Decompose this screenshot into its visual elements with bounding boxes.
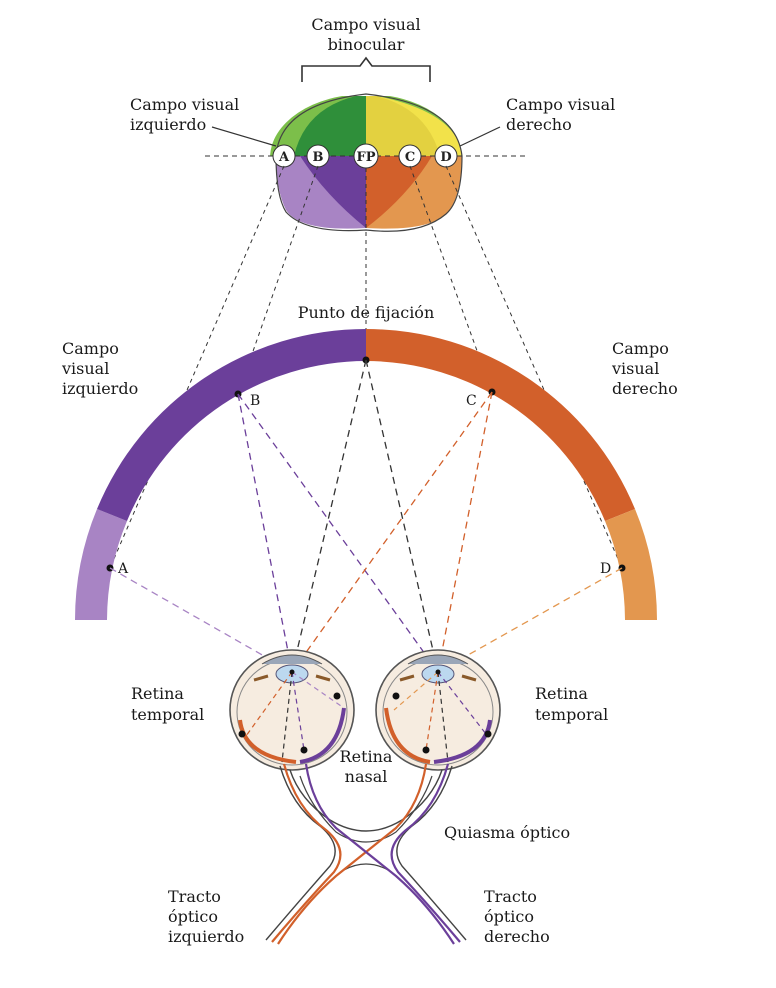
nasal-retina-label-2: nasal bbox=[345, 767, 388, 786]
right-tract-label-2: óptico bbox=[484, 907, 534, 926]
nasal-retina-label-1: Retina bbox=[340, 747, 393, 766]
top-right-field-label-2: derecho bbox=[506, 115, 572, 134]
visual-field-map: A B FP C D bbox=[205, 56, 528, 232]
right-field-label-1: Campo bbox=[612, 339, 669, 358]
binocular-label-1: Campo visual bbox=[311, 15, 420, 34]
left-tract-label-2: óptico bbox=[168, 907, 218, 926]
point-D-marker: D bbox=[434, 144, 458, 168]
svg-text:C: C bbox=[466, 393, 477, 409]
point-A-marker: A bbox=[272, 144, 296, 168]
visual-field-arc bbox=[75, 329, 657, 620]
right-temporal-retina-label-1: Retina bbox=[535, 684, 588, 703]
point-B-marker: B bbox=[306, 144, 330, 168]
right-tract-label-3: derecho bbox=[484, 927, 550, 946]
left-temporal-retina-label-2: temporal bbox=[131, 705, 204, 724]
binocular-label-2: binocular bbox=[328, 35, 405, 54]
projection-lines-top bbox=[109, 165, 623, 569]
svg-text:B: B bbox=[250, 393, 260, 409]
right-eye bbox=[375, 649, 501, 771]
right-temporal-retina-label-2: temporal bbox=[535, 705, 608, 724]
left-field-label-3: izquierdo bbox=[62, 379, 138, 398]
light-rays bbox=[109, 359, 623, 673]
left-eye bbox=[229, 649, 355, 771]
top-left-field-label-1: Campo visual bbox=[130, 95, 239, 114]
svg-text:FP: FP bbox=[356, 150, 375, 165]
left-tract-label-1: Tracto bbox=[168, 887, 221, 906]
point-C-marker: C bbox=[398, 144, 422, 168]
svg-text:C: C bbox=[405, 150, 415, 165]
binocular-bracket bbox=[301, 56, 431, 82]
point-FP-marker: FP bbox=[353, 143, 379, 169]
svg-text:D: D bbox=[440, 150, 451, 165]
svg-text:A: A bbox=[117, 561, 129, 577]
right-tract-label-1: Tracto bbox=[484, 887, 537, 906]
svg-text:B: B bbox=[313, 150, 324, 165]
left-field-label-2: visual bbox=[61, 359, 109, 378]
left-field-label-1: Campo bbox=[62, 339, 119, 358]
right-field-label-2: visual bbox=[611, 359, 659, 378]
optic-chiasm-label: Quiasma óptico bbox=[444, 823, 570, 842]
svg-text:D: D bbox=[600, 561, 611, 577]
top-left-field-label-2: izquierdo bbox=[130, 115, 206, 134]
top-right-field-label-1: Campo visual bbox=[506, 95, 615, 114]
left-tract-label-3: izquierdo bbox=[168, 927, 244, 946]
left-temporal-retina-label-1: Retina bbox=[131, 684, 184, 703]
right-field-label-3: derecho bbox=[612, 379, 678, 398]
fixation-point-label: Punto de fijación bbox=[298, 303, 435, 322]
optic-nerves-and-tracts bbox=[265, 763, 467, 945]
svg-text:A: A bbox=[278, 150, 290, 165]
